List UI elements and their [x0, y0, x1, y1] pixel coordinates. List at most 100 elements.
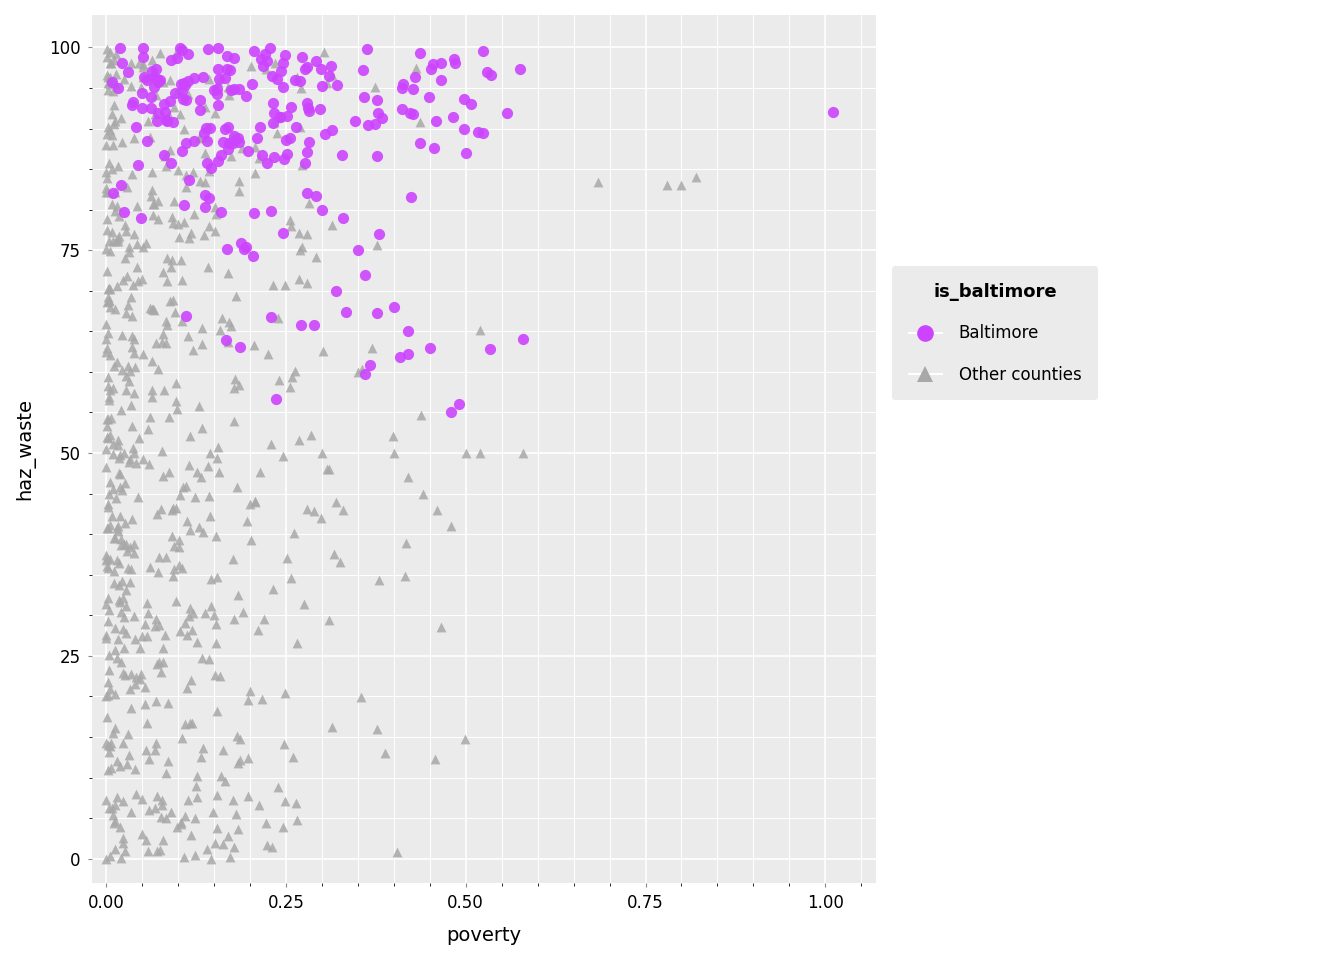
Point: [223, 135, 245, 151]
Point: [314, 127, 336, 142]
Point: [149, 843, 171, 858]
Point: [95, 50, 117, 65]
Point: [207, 60, 228, 76]
Point: [152, 265, 173, 280]
Point: [179, 230, 200, 246]
Point: [122, 94, 144, 109]
Point: [108, 518, 129, 534]
Point: [140, 559, 161, 574]
Point: [442, 109, 464, 125]
Point: [282, 750, 304, 765]
Point: [199, 120, 220, 135]
Point: [102, 436, 124, 451]
Point: [319, 462, 340, 477]
Point: [199, 508, 220, 523]
Point: [106, 230, 128, 246]
Point: [97, 264, 118, 279]
Point: [246, 131, 267, 146]
Point: [280, 379, 301, 395]
Point: [821, 105, 843, 120]
Point: [173, 121, 195, 136]
Point: [430, 56, 452, 71]
Point: [110, 403, 132, 419]
Point: [114, 369, 136, 384]
Point: [265, 391, 286, 406]
Point: [184, 489, 206, 504]
Point: [199, 488, 220, 503]
Point: [146, 564, 168, 580]
Point: [460, 97, 481, 112]
Point: [95, 793, 117, 808]
Point: [165, 85, 187, 101]
Point: [112, 835, 133, 851]
Point: [99, 552, 121, 567]
Point: [165, 394, 187, 409]
Point: [226, 288, 247, 303]
Point: [171, 144, 192, 159]
Point: [423, 140, 445, 156]
Point: [130, 666, 152, 682]
Point: [155, 549, 176, 564]
Point: [192, 69, 214, 84]
Point: [411, 408, 433, 423]
Point: [101, 800, 122, 815]
Point: [212, 837, 234, 852]
Point: [296, 276, 317, 291]
Point: [367, 305, 388, 321]
Point: [109, 40, 130, 56]
Point: [95, 631, 117, 646]
Point: [110, 538, 132, 553]
Point: [165, 819, 187, 834]
Point: [316, 461, 337, 476]
Point: [163, 114, 184, 130]
Point: [165, 593, 187, 609]
Point: [255, 815, 277, 830]
Point: [99, 244, 121, 259]
Point: [262, 582, 284, 597]
Point: [278, 212, 300, 228]
Point: [102, 84, 124, 99]
Point: [685, 170, 707, 185]
Point: [321, 122, 343, 137]
Point: [168, 558, 190, 573]
Point: [159, 409, 180, 424]
Point: [99, 69, 121, 84]
Point: [138, 457, 160, 472]
Point: [97, 674, 118, 689]
Point: [273, 736, 294, 752]
Point: [261, 68, 282, 84]
Point: [120, 364, 141, 379]
Point: [141, 53, 163, 68]
Point: [468, 125, 489, 140]
Point: [99, 300, 121, 315]
Point: [167, 163, 188, 179]
Point: [108, 632, 129, 647]
Point: [273, 56, 294, 71]
Point: [196, 133, 218, 149]
Point: [102, 186, 124, 202]
Point: [169, 488, 191, 503]
Point: [97, 613, 118, 629]
Point: [302, 503, 324, 518]
Point: [145, 87, 167, 103]
Point: [191, 749, 212, 764]
Point: [97, 41, 118, 57]
Point: [99, 848, 121, 863]
Point: [97, 340, 118, 355]
Point: [95, 317, 117, 332]
Point: [140, 188, 161, 204]
Point: [175, 716, 196, 732]
Point: [453, 91, 474, 107]
Point: [298, 133, 320, 149]
Point: [120, 79, 141, 94]
Point: [358, 118, 379, 133]
Point: [114, 598, 136, 613]
Point: [228, 173, 250, 188]
Point: [228, 377, 250, 393]
Point: [98, 647, 120, 662]
Point: [250, 52, 271, 67]
Point: [222, 551, 243, 566]
Point: [97, 431, 118, 446]
Point: [146, 788, 168, 804]
Point: [227, 822, 249, 837]
